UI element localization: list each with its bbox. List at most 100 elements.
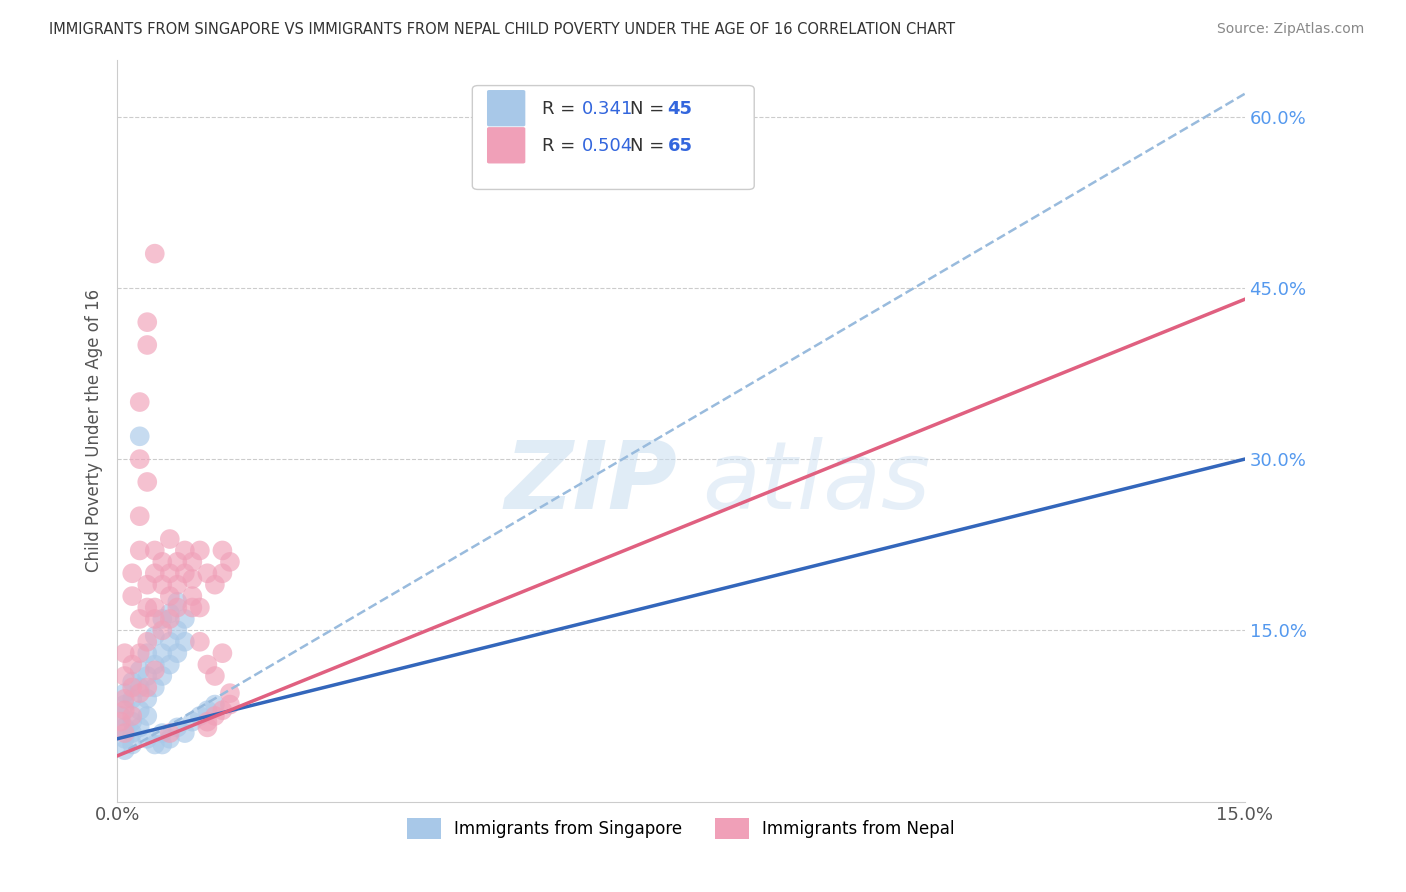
Point xyxy=(204,577,226,591)
Point xyxy=(159,566,181,581)
Point xyxy=(121,714,143,729)
Point xyxy=(197,714,219,729)
Point xyxy=(143,663,166,677)
Point xyxy=(121,709,143,723)
Point xyxy=(136,315,159,329)
Point xyxy=(114,698,136,712)
Point xyxy=(121,738,143,752)
Point xyxy=(136,475,159,489)
Legend: Immigrants from Singapore, Immigrants from Nepal: Immigrants from Singapore, Immigrants fr… xyxy=(401,812,962,846)
Text: N =: N = xyxy=(630,100,671,118)
Point xyxy=(150,577,173,591)
Point xyxy=(159,731,181,746)
Point xyxy=(136,577,159,591)
Point xyxy=(211,543,233,558)
Point xyxy=(136,600,159,615)
Point xyxy=(150,624,173,638)
Text: N =: N = xyxy=(630,136,671,154)
Point xyxy=(128,543,150,558)
Point xyxy=(166,595,188,609)
Point xyxy=(150,726,173,740)
Point xyxy=(136,731,159,746)
Point xyxy=(136,691,159,706)
Point xyxy=(173,543,195,558)
Point xyxy=(114,686,136,700)
Point xyxy=(128,395,150,409)
Point xyxy=(166,624,188,638)
Y-axis label: Child Poverty Under the Age of 16: Child Poverty Under the Age of 16 xyxy=(86,289,103,572)
Point xyxy=(121,681,143,695)
Point xyxy=(114,669,136,683)
Point xyxy=(136,709,159,723)
Point xyxy=(159,634,181,648)
Text: IMMIGRANTS FROM SINGAPORE VS IMMIGRANTS FROM NEPAL CHILD POVERTY UNDER THE AGE O: IMMIGRANTS FROM SINGAPORE VS IMMIGRANTS … xyxy=(49,22,955,37)
Point xyxy=(128,509,150,524)
Point xyxy=(121,589,143,603)
Point xyxy=(136,338,159,352)
Point xyxy=(128,681,150,695)
Point xyxy=(173,634,195,648)
Point xyxy=(114,743,136,757)
Point xyxy=(143,681,166,695)
Point xyxy=(219,555,242,569)
Text: 45: 45 xyxy=(668,100,692,118)
Point xyxy=(150,738,173,752)
Point xyxy=(114,646,136,660)
Point xyxy=(150,669,173,683)
Point xyxy=(110,714,132,729)
Text: R =: R = xyxy=(543,100,581,118)
Point xyxy=(204,669,226,683)
Point xyxy=(143,246,166,260)
Point xyxy=(159,532,181,546)
Point xyxy=(173,726,195,740)
Text: 65: 65 xyxy=(668,136,692,154)
Point xyxy=(128,646,150,660)
Point xyxy=(188,634,211,648)
Point xyxy=(136,681,159,695)
Point xyxy=(159,606,181,620)
Point xyxy=(159,589,181,603)
FancyBboxPatch shape xyxy=(472,86,754,189)
Point xyxy=(159,726,181,740)
Point xyxy=(211,566,233,581)
Point xyxy=(219,698,242,712)
Point xyxy=(173,566,195,581)
Point xyxy=(181,572,204,586)
Point xyxy=(150,612,173,626)
Point xyxy=(188,543,211,558)
Point xyxy=(188,600,211,615)
Text: atlas: atlas xyxy=(702,437,931,528)
FancyBboxPatch shape xyxy=(486,90,526,127)
Point xyxy=(114,691,136,706)
Text: Source: ZipAtlas.com: Source: ZipAtlas.com xyxy=(1216,22,1364,37)
Text: 0.341: 0.341 xyxy=(582,100,633,118)
Point xyxy=(114,731,136,746)
Point xyxy=(159,657,181,672)
Point xyxy=(128,612,150,626)
Point xyxy=(128,429,150,443)
Point xyxy=(128,703,150,717)
Point xyxy=(204,698,226,712)
Point xyxy=(181,714,204,729)
Point xyxy=(121,726,143,740)
Point xyxy=(181,555,204,569)
Point xyxy=(197,657,219,672)
Point xyxy=(166,555,188,569)
Text: 0.504: 0.504 xyxy=(582,136,633,154)
Point xyxy=(121,691,143,706)
Point xyxy=(166,600,188,615)
Point xyxy=(173,612,195,626)
Point xyxy=(211,703,233,717)
Point xyxy=(143,543,166,558)
Point xyxy=(219,686,242,700)
Point xyxy=(136,669,159,683)
Point xyxy=(128,452,150,467)
Point xyxy=(166,577,188,591)
Point xyxy=(197,703,219,717)
Point xyxy=(197,566,219,581)
Point xyxy=(128,686,150,700)
Point xyxy=(150,555,173,569)
Point xyxy=(150,646,173,660)
Point xyxy=(128,720,150,734)
Point xyxy=(188,709,211,723)
